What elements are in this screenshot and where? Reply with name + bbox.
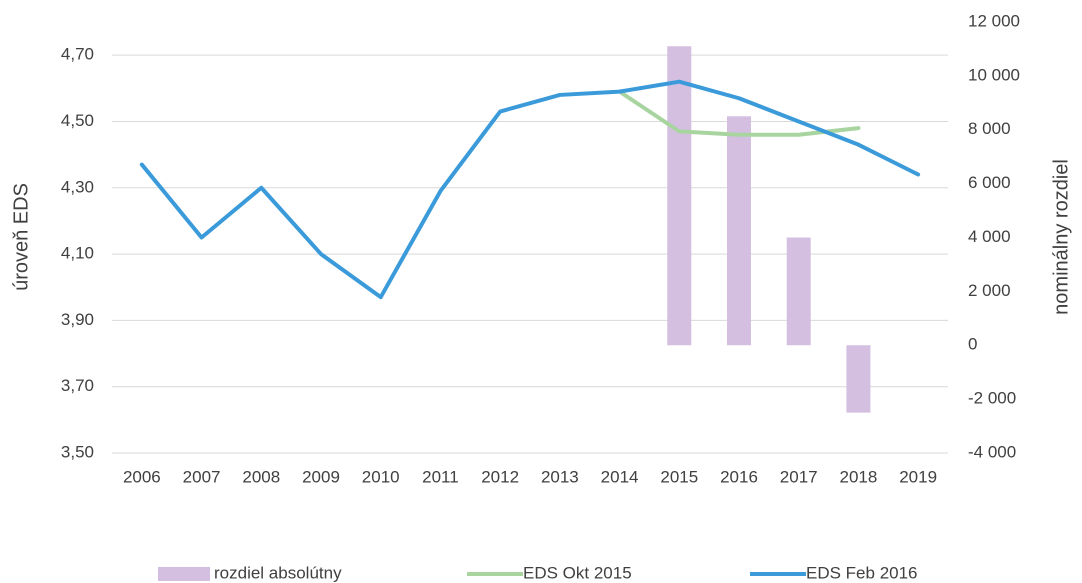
x-tick-label: 2012 xyxy=(481,467,519,486)
bar xyxy=(667,46,692,346)
x-tick-label: 2011 xyxy=(422,467,459,486)
x-tick-label: 2007 xyxy=(183,467,221,486)
y2-axis-title: nominálny rozdiel xyxy=(1050,159,1072,315)
line xyxy=(617,89,861,137)
x-tick-label: 2017 xyxy=(780,467,818,486)
y2-tick-label: 12 000 xyxy=(968,11,1020,30)
y2-tick-label: 4 000 xyxy=(968,227,1011,246)
x-tick-label: 2019 xyxy=(899,467,937,486)
x-tick-label: 2015 xyxy=(660,467,698,486)
x-tick-label: 2010 xyxy=(362,467,400,486)
bar xyxy=(727,116,751,346)
x-tick-label: 2018 xyxy=(840,467,878,486)
y-axis-title: úroveň EDS xyxy=(10,183,32,291)
y2-tick-label: 0 xyxy=(968,335,977,354)
y2-tick-label: -4 000 xyxy=(968,442,1016,461)
line xyxy=(139,79,921,300)
y-tick-label: 4,30 xyxy=(61,177,94,196)
y-tick-label: 4,10 xyxy=(61,244,94,263)
legend-label: rozdiel absolútny xyxy=(214,563,342,582)
x-tick-label: 2009 xyxy=(302,467,340,486)
x-tick-label: 2008 xyxy=(242,467,280,486)
y-tick-label: 4,50 xyxy=(61,111,94,130)
y-tick-label: 3,50 xyxy=(61,442,94,461)
x-tick-label: 2013 xyxy=(541,467,579,486)
y2-tick-label: -2 000 xyxy=(968,389,1016,408)
legend-label: EDS Feb 2016 xyxy=(806,563,918,582)
y2-tick-label: 2 000 xyxy=(968,281,1011,300)
y2-tick-label: 8 000 xyxy=(968,119,1011,138)
legend-label: EDS Okt 2015 xyxy=(523,563,632,582)
y2-tick-label: 10 000 xyxy=(968,65,1020,84)
x-tick-label: 2014 xyxy=(601,467,639,486)
bar xyxy=(786,237,811,346)
bar xyxy=(846,345,871,413)
x-tick-label: 2016 xyxy=(720,467,758,486)
x-tick-label: 2006 xyxy=(123,467,161,486)
legend-swatch xyxy=(158,567,210,581)
y-tick-label: 3,70 xyxy=(61,376,94,395)
y-tick-label: 3,90 xyxy=(61,310,94,329)
y2-tick-label: 6 000 xyxy=(968,173,1011,192)
y-tick-label: 4,70 xyxy=(61,45,94,64)
